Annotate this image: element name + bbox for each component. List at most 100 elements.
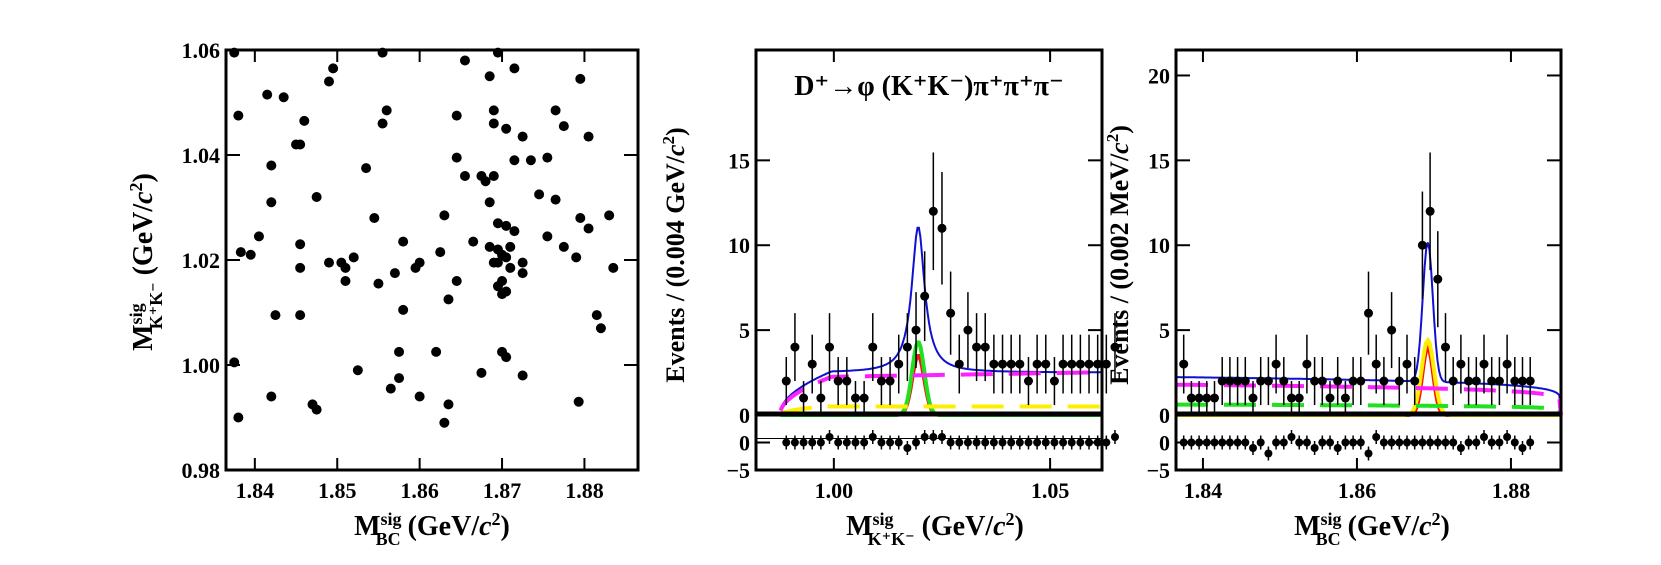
kk-y-ticks: 0 5 10 15: [728, 148, 1102, 428]
kk-data-point: [1032, 359, 1042, 369]
mbc-pull-point: [1526, 438, 1535, 447]
scatter-point: [324, 257, 334, 268]
scatter-point: [517, 131, 528, 142]
mbc-data-point: [1310, 376, 1320, 386]
mbc-data-point: [1387, 325, 1397, 335]
mbc-pull-y-tick-label: −5: [1146, 458, 1170, 483]
scatter-point: [233, 412, 244, 423]
scatter-x-tick-label: 1.84: [236, 478, 275, 503]
kk-data-point: [980, 342, 990, 352]
mbc-data-point: [1325, 393, 1335, 403]
scatter-point: [389, 268, 400, 279]
scatter-y-title: MsigK⁺K⁻ (GeV/c2): [126, 173, 166, 351]
scatter-point: [394, 346, 405, 357]
kk-data-point: [920, 291, 930, 301]
scatter-point: [591, 310, 602, 321]
mbc-pull-point: [1449, 438, 1458, 447]
kk-pull-point: [1050, 438, 1059, 447]
kk-data-points: [781, 152, 1120, 415]
kk-data-point: [1058, 359, 1068, 369]
kk-data-point: [825, 342, 835, 352]
scatter-point: [295, 139, 306, 150]
kk-pull-point: [782, 438, 791, 447]
mbc-data-point: [1417, 240, 1427, 250]
mbc-pull-point: [1279, 438, 1288, 447]
kk-x-tick-label: 1.00: [815, 478, 854, 503]
mbc-x-tick-label: 1.88: [1492, 478, 1531, 503]
scatter-point: [488, 257, 499, 268]
mbc-pull-point: [1518, 444, 1527, 452]
kk-data-point: [1110, 342, 1120, 352]
mbc-pull-point: [1379, 438, 1388, 447]
mbc-pull-point: [1503, 433, 1512, 441]
scatter-point: [595, 323, 606, 334]
scatter-point: [517, 268, 528, 279]
mbc-pull-point: [1310, 444, 1319, 452]
kk-y-tick-label: 0: [739, 403, 750, 428]
kk-pull-point: [877, 438, 886, 447]
scatter-point: [501, 252, 512, 263]
kk-pull-point: [1102, 438, 1111, 447]
kk-data-point: [799, 393, 809, 403]
mbc-pull-point: [1372, 433, 1381, 441]
scatter-point: [488, 118, 499, 129]
mbc-data-point: [1402, 359, 1412, 369]
kk-pull-point: [851, 438, 860, 447]
mbc-x-tick-label: 1.86: [1338, 478, 1377, 503]
kk-pull-point: [1059, 438, 1068, 447]
kk-data-point: [902, 342, 912, 352]
scatter-point: [484, 71, 495, 82]
kk-pull-point: [946, 438, 955, 447]
scatter-point: [348, 252, 359, 263]
kk-pull-point: [860, 438, 869, 447]
kk-curve-flat-background: [779, 404, 1102, 416]
scatter-point: [311, 404, 322, 415]
mbc-data-point: [1518, 376, 1527, 386]
mbc-data-points: [1179, 152, 1535, 415]
mbc-data-point: [1394, 376, 1404, 386]
kk-data-point: [1101, 359, 1111, 369]
scatter-point: [505, 262, 516, 273]
scatter-y-tick-label: 1.00: [182, 353, 221, 378]
kk-data-point: [1067, 359, 1077, 369]
mbc-pull-y-ticks: −50: [1146, 431, 1561, 483]
kk-pull-point: [886, 438, 895, 447]
mbc-x-title: Msig BC (GeV/c2): [1294, 509, 1450, 549]
mbc-x-tick-label: 1.84: [1184, 478, 1223, 503]
mbc-pull-point: [1464, 438, 1473, 447]
scatter-x-title: Msig BC (GeV/c2): [354, 509, 510, 549]
kk-pull-point: [1076, 438, 1085, 447]
mbc-pull-point: [1233, 438, 1242, 447]
scatter-point: [517, 370, 528, 381]
kk-pull-point: [963, 438, 972, 447]
scatter-point: [377, 118, 388, 129]
mbc-pull-point: [1410, 438, 1419, 447]
scatter-point: [398, 236, 409, 247]
kk-data-point: [1041, 359, 1051, 369]
scatter-point: [235, 247, 246, 258]
kk-data-point: [876, 376, 886, 386]
scatter-point: [233, 110, 244, 121]
kk-pull-point: [868, 433, 877, 441]
mbc-data-point: [1502, 359, 1512, 369]
kk-data-point: [946, 308, 956, 318]
scatter-point: [295, 239, 306, 250]
kk-data-point: [1015, 359, 1025, 369]
mbc-data-point: [1333, 376, 1343, 386]
scatter-point: [550, 194, 561, 205]
kk-data-point: [1084, 359, 1094, 369]
mbc-x-ticks: 1.84 1.86 1.88: [1184, 50, 1531, 503]
mbc-pull-point: [1272, 438, 1281, 447]
scatter-point: [573, 396, 584, 407]
scatter-point: [443, 294, 454, 305]
mbc-data-point: [1248, 393, 1258, 403]
mbc-data-point: [1225, 376, 1235, 386]
kk-data-point: [911, 325, 921, 335]
scatter-point: [394, 373, 405, 384]
mbc-pull-point: [1510, 438, 1519, 447]
kk-data-point: [989, 359, 999, 369]
kk-data-point: [1093, 359, 1103, 369]
kk-pull-point: [972, 438, 981, 447]
mbc-pull-point: [1349, 438, 1358, 447]
